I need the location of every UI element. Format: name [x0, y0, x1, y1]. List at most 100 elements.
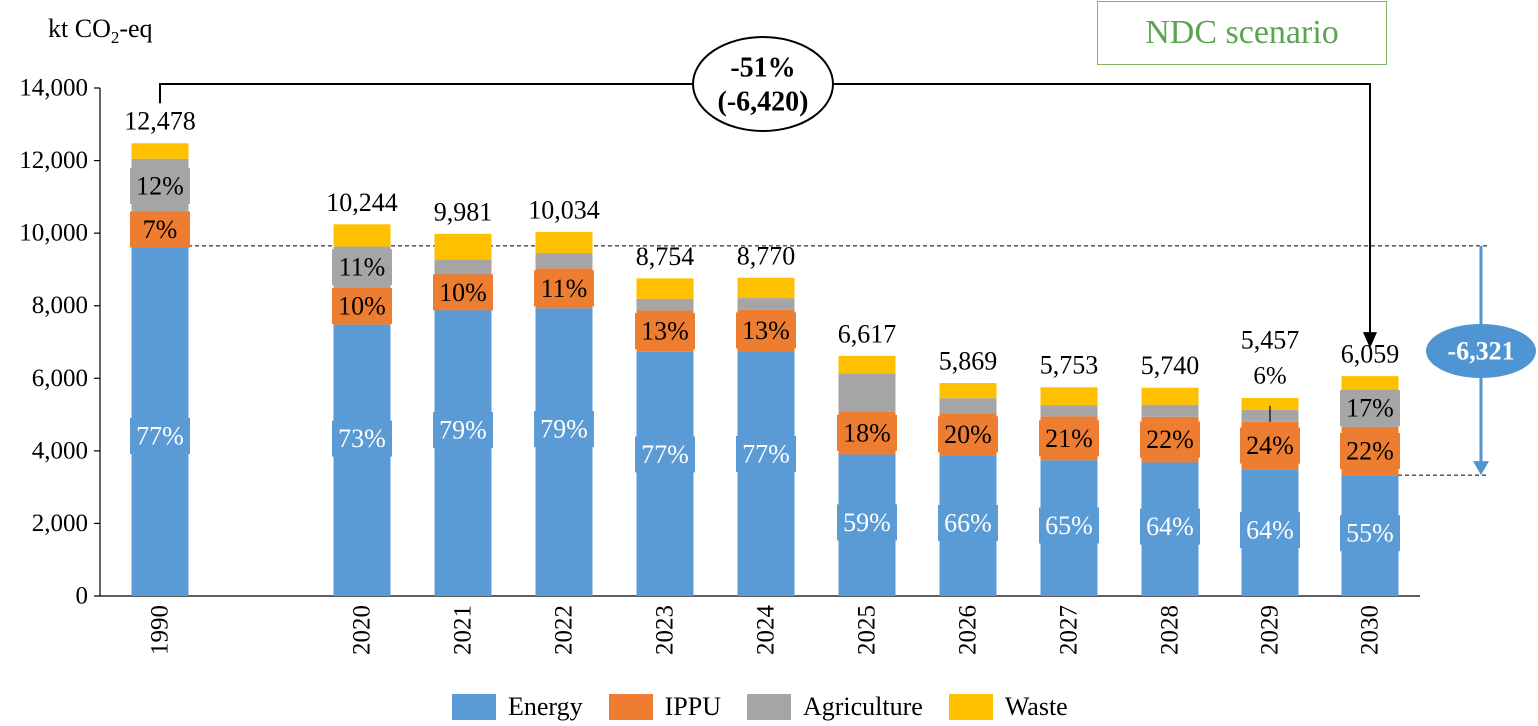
- bar-segment-waste-1990: [131, 143, 189, 159]
- y-tick-label: 0: [76, 583, 89, 610]
- label-box-agriculture: [332, 249, 392, 286]
- bar-segment-agriculture-2021: [434, 259, 492, 275]
- bar-segment-agriculture-2022: [535, 253, 593, 269]
- bar-segment-agriculture-2027: [1040, 405, 1098, 417]
- label-box-energy: [1340, 515, 1400, 552]
- pct-label-agriculture-2030: 17%: [1346, 394, 1394, 423]
- label-box-ippu: [433, 274, 493, 311]
- pct-label-energy-2030: 55%: [1346, 519, 1394, 548]
- y-tick-label: 8,000: [32, 292, 88, 319]
- bar-segment-waste-2024: [737, 277, 795, 299]
- bar-segment-waste-2025: [838, 355, 896, 374]
- legend-swatch: [746, 694, 791, 720]
- scenario-label: NDC scenario: [1145, 14, 1339, 51]
- total-label-2024: 8,770: [737, 241, 796, 270]
- bar-segment-waste-2023: [636, 278, 694, 299]
- energy-reduction-label: -6,321: [1447, 337, 1514, 366]
- pct-label-ippu-2024: 13%: [742, 316, 790, 345]
- y-tick-label: 4,000: [32, 437, 88, 464]
- x-tick-label-2023: 2023: [652, 605, 679, 655]
- y-axis-unit: kt CO2-eq: [48, 14, 153, 48]
- label-box-ippu: [1140, 421, 1200, 458]
- pct-label-energy-2026: 66%: [944, 508, 992, 537]
- bar-segment-energy-2020: [333, 324, 391, 596]
- pct-label-energy-2021: 79%: [439, 416, 487, 445]
- pct-label-ippu-1990: 7%: [143, 215, 178, 244]
- pct-label-energy-2029: 64%: [1246, 516, 1294, 545]
- label-box-energy: [837, 504, 897, 541]
- pct-label-ippu-2021: 10%: [439, 278, 487, 307]
- label-box-energy: [534, 411, 594, 448]
- reduction-total-amount: (-6,420): [718, 87, 809, 118]
- label-box-energy: [433, 412, 493, 449]
- label-box-ippu: [635, 313, 695, 350]
- bar-segment-agriculture-2025: [838, 373, 896, 412]
- pct-label-ippu-2028: 22%: [1146, 425, 1194, 454]
- legend-label: IPPU: [664, 692, 721, 721]
- bar-segment-agriculture-2024: [737, 298, 795, 310]
- legend-item-ippu: IPPU: [608, 692, 721, 722]
- x-tick-label-2026: 2026: [955, 605, 982, 655]
- legend-item-agriculture: Agriculture: [746, 692, 923, 722]
- pct-label-energy-2024: 77%: [742, 439, 790, 468]
- stacked-bar-chart: 0 2,000 4,000 6,000 8,000 10,000 12,000 14,000 7…: [19, 36, 1536, 655]
- y-tick-label: 2,000: [32, 510, 88, 537]
- pct-label-energy-2023: 77%: [641, 440, 689, 469]
- label-box-energy: [635, 436, 695, 473]
- label-box-ippu: [938, 416, 998, 453]
- pct-label-energy-2020: 73%: [338, 424, 386, 453]
- pct-label-agriculture-2029: 6%: [1253, 362, 1286, 389]
- label-box-ippu: [1340, 433, 1400, 470]
- label-box-energy: [1039, 507, 1099, 544]
- x-tick-label-2028: 2028: [1157, 605, 1184, 655]
- legend-label: Energy: [508, 692, 583, 721]
- label-box-energy: [1140, 508, 1200, 545]
- pct-label-ippu-2022: 11%: [541, 274, 588, 303]
- label-box-energy: [1240, 512, 1300, 549]
- bar-segment-waste-2021: [434, 233, 492, 260]
- label-box-ippu: [837, 414, 897, 451]
- label-box-ippu: [1240, 427, 1300, 464]
- pct-label-ippu-2030: 22%: [1346, 437, 1394, 466]
- bar-segment-energy-2021: [434, 310, 492, 596]
- reduction-total-percent: -51%: [730, 53, 795, 84]
- label-box-energy: [130, 417, 190, 454]
- pct-label-ippu-2025: 18%: [843, 418, 891, 447]
- bar-segment-waste-2030: [1341, 376, 1399, 390]
- x-tick-label-2021: 2021: [450, 605, 477, 655]
- total-label-2027: 5,753: [1040, 351, 1099, 380]
- label-box-ippu: [736, 312, 796, 349]
- pct-label-energy-2027: 65%: [1045, 511, 1093, 540]
- legend-swatch: [452, 694, 496, 720]
- bar-segment-energy-2024: [737, 351, 795, 596]
- y-tick-label: 10,000: [19, 220, 88, 247]
- total-label-2029: 5,457: [1241, 325, 1300, 354]
- total-label-2020: 10,244: [326, 188, 398, 217]
- label-box-ippu: [332, 288, 392, 325]
- pct-label-ippu-2029: 24%: [1246, 431, 1294, 460]
- pct-label-energy-1990: 77%: [136, 421, 184, 450]
- y-tick-label: 12,000: [19, 147, 88, 174]
- x-tick-label-2020: 2020: [349, 605, 376, 655]
- pct-label-ippu-2027: 21%: [1045, 424, 1093, 453]
- scenario-label-box: NDC scenario: [1097, 1, 1387, 65]
- x-tick-label-2027: 2027: [1056, 605, 1083, 655]
- bar-segment-agriculture-2026: [939, 398, 997, 414]
- bar-segment-waste-2029: [1241, 397, 1299, 410]
- x-tick-label-1990: 1990: [147, 605, 174, 655]
- label-box-agriculture: [130, 167, 190, 204]
- legend-label: Agriculture: [802, 692, 923, 721]
- pct-label-ippu-2026: 20%: [944, 420, 992, 449]
- total-label-2022: 10,034: [528, 195, 600, 224]
- label-box-energy: [332, 420, 392, 457]
- pct-label-agriculture-2020: 11%: [339, 253, 386, 282]
- label-box-energy: [736, 435, 796, 472]
- label-box-ippu: [130, 211, 190, 248]
- reduction-total-ellipse: [692, 36, 834, 132]
- pct-label-ippu-2023: 13%: [641, 317, 689, 346]
- bar-segment-waste-2028: [1141, 387, 1199, 405]
- pct-label-energy-2028: 64%: [1146, 512, 1194, 541]
- energy-reduction-ellipse: [1426, 324, 1536, 378]
- x-tick-label-2025: 2025: [854, 605, 881, 655]
- label-box-ippu: [534, 270, 594, 307]
